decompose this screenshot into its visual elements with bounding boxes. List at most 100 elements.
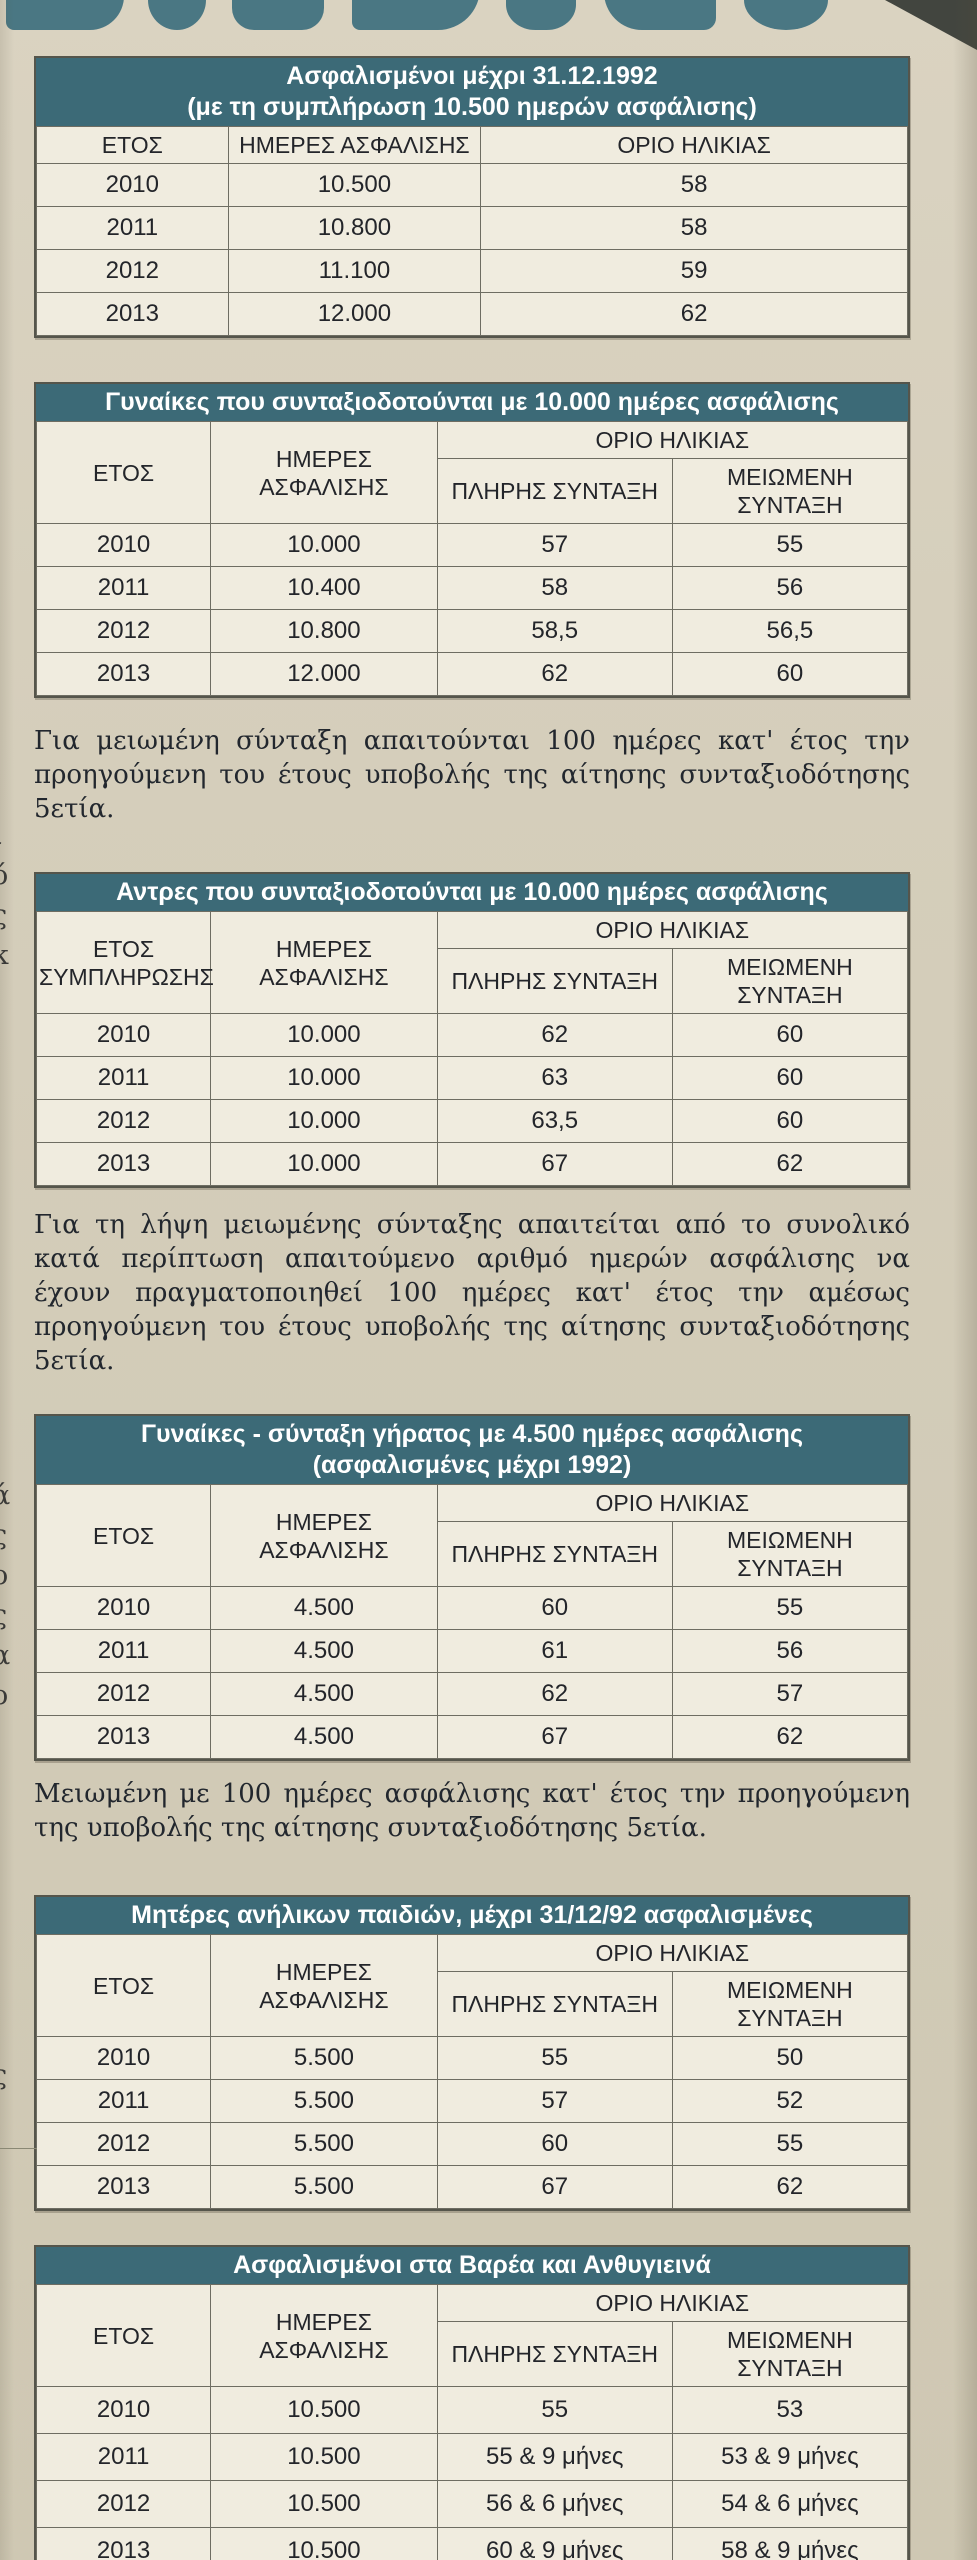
table-cell: 57 <box>436 523 673 567</box>
table-insured-until-1992: Ασφαλισμένοι μέχρι 31.12.1992 (με τη συμπ… <box>34 56 910 338</box>
table-cell: 54 & 6 μήνες <box>671 2480 909 2528</box>
table-cell: 4.500 <box>210 1715 438 1759</box>
table-cell: 2010 <box>36 163 229 207</box>
table-title: Αντρες που συνταξιοδοτούνται με 10.000 η… <box>36 874 908 911</box>
table-cell: 62 <box>671 1715 909 1759</box>
table-cell: 60 <box>671 1056 909 1100</box>
table-row: 2013 4.500 67 62 <box>35 1715 909 1759</box>
table-cell: 2013 <box>35 2165 212 2209</box>
table-cell: 58,5 <box>436 609 673 653</box>
table-row: 2013 5.500 67 62 <box>35 2165 909 2209</box>
header-cell: ΗΜΕΡΕΣ ΑΣΦΑΛΙΣΗΣ <box>210 2284 438 2387</box>
header-cell: ΗΜΕΡΕΣ ΑΣΦΑΛΙΣΗΣ <box>210 1484 438 1587</box>
table-cell: 10.500 <box>210 2527 438 2560</box>
table-row: 2012 10.500 56 & 6 μήνες 54 & 6 μήνες <box>35 2480 909 2528</box>
table-row: 2013 10.500 60 & 9 μήνες 58 & 9 μήνες <box>35 2527 909 2560</box>
table-cell: 58 & 9 μήνες <box>671 2527 909 2560</box>
table-cell: 12.000 <box>210 652 438 696</box>
table-row: 2010 10.000 62 60 <box>35 1013 909 1057</box>
table-cell: 2013 <box>36 292 229 336</box>
table-heavy-unhealthy-occupations: Ασφαλισμένοι στα Βαρέα και Ανθυγιεινά ΕΤΟ… <box>34 2245 910 2560</box>
margin-text-fragment: ι <box>0 820 3 851</box>
table-cell: 2011 <box>35 2079 212 2123</box>
table-row: 2011 5.500 57 52 <box>35 2079 909 2123</box>
headline-glyph-fragment <box>352 0 480 30</box>
table-title-line: Γυναίκες - σύνταξη γήρατος με 4.500 ημέρ… <box>141 1420 803 1448</box>
table-cell: 2013 <box>35 1715 212 1759</box>
table-row: 2011 10.000 63 60 <box>35 1056 909 1100</box>
table-cell: 56 <box>671 566 909 610</box>
table-mothers-minor-children: Μητέρες ανήλικων παιδιών, μέχρι 31/12/92… <box>34 1895 910 2211</box>
header-subcell: ΠΛΗΡΗΣ ΣΥΝΤΑΞΗ <box>436 1971 673 2037</box>
margin-text-fragment: α <box>0 1640 11 1671</box>
table-row: 2013 12.000 62 <box>36 292 908 336</box>
table-cell: 53 <box>671 2386 909 2434</box>
table-cell: 62 <box>480 292 908 336</box>
table-cell: 2010 <box>35 1586 212 1630</box>
table-cell: 10.000 <box>210 1056 438 1100</box>
table-cell: 55 <box>436 2386 673 2434</box>
table-cell: 2013 <box>35 2527 212 2560</box>
table-cell: 63,5 <box>436 1099 673 1143</box>
header-cell-age-limit: ΟΡΙΟ ΗΛΙΚΙΑΣ <box>436 1934 909 1972</box>
headline-glyph-fragment <box>744 0 828 30</box>
table-cell: 10.500 <box>227 163 482 207</box>
table-title-line: (ασφαλισμένες μέχρι 1992) <box>312 1451 632 1479</box>
table-cell: 55 <box>436 2036 673 2080</box>
table-cell: 53 & 9 μήνες <box>671 2433 909 2481</box>
header-cell: ΕΤΟΣ <box>35 1484 212 1587</box>
table-title-line: Ασφαλισμένοι μέχρι 31.12.1992 <box>286 62 658 90</box>
table-cell: 10.000 <box>210 1013 438 1057</box>
margin-text-fragment: ο <box>0 1560 9 1591</box>
headline-glyph-fragment <box>506 0 576 30</box>
margin-text-fragment: κ <box>0 940 9 971</box>
table-cell: 10.500 <box>210 2386 438 2434</box>
table-cell: 56,5 <box>671 609 909 653</box>
table-cell: 2012 <box>35 1672 212 1716</box>
table-cell: 10.400 <box>210 566 438 610</box>
table-title: Γυναίκες που συνταξιοδοτούνται με 10.000… <box>36 384 908 421</box>
headline-glyph-fragment <box>6 0 124 30</box>
table-row: 2011 10.800 58 <box>36 206 908 250</box>
table-title: Ασφαλισμένοι στα Βαρέα και Ανθυγιεινά <box>36 2247 908 2284</box>
data-table: ΕΤΟΣ ΗΜΕΡΕΣ ΑΣΦΑΛΙΣΗΣ ΟΡΙΟ ΗΛΙΚΙΑΣ ΠΛΗΡΗΣ Σ… <box>35 2284 909 2560</box>
table-cell: 12.000 <box>227 292 482 336</box>
table-cell: 2011 <box>35 1629 212 1673</box>
table-cell: 67 <box>436 1715 673 1759</box>
article-column: Ασφαλισμένοι μέχρι 31.12.1992 (με τη συμπ… <box>34 56 910 2560</box>
table-cell: 55 & 9 μήνες <box>436 2433 673 2481</box>
header-cell: ΕΤΟΣ <box>35 2284 212 2387</box>
table-title-line: Γυναίκες που συνταξιοδοτούνται με 10.000… <box>105 388 839 416</box>
table-cell: 5.500 <box>210 2122 438 2166</box>
table-cell: 55 <box>671 2122 909 2166</box>
table-cell: 2011 <box>35 1056 212 1100</box>
note-reduced-pension-women: Για μειωμένη σύνταξη απαιτούνται 100 ημέ… <box>34 726 910 824</box>
header-cell: ΗΜΕΡΕΣ ΑΣΦΑΛΙΣΗΣ <box>227 126 482 164</box>
header-subcell: ΜΕΙΩΜΕΝΗ ΣΥΝΤΑΞΗ <box>671 948 909 1014</box>
header-cell: ΟΡΙΟ ΗΛΙΚΙΑΣ <box>480 126 908 164</box>
table-cell: 56 <box>671 1629 909 1673</box>
table-row: 2010 5.500 55 50 <box>35 2036 909 2080</box>
header-cell: ΗΜΕΡΕΣ ΑΣΦΑΛΙΣΗΣ <box>210 911 438 1014</box>
table-cell: 2012 <box>35 1099 212 1143</box>
header-cell: ΗΜΕΡΕΣ ΑΣΦΑΛΙΣΗΣ <box>210 1934 438 2037</box>
table-cell: 56 & 6 μήνες <box>436 2480 673 2528</box>
table-cell: 58 <box>480 163 908 207</box>
table-cell: 2012 <box>35 2480 212 2528</box>
photo-fragment <box>0 2148 37 2560</box>
left-edge-shadow <box>0 0 14 2560</box>
header-subcell: ΠΛΗΡΗΣ ΣΥΝΤΑΞΗ <box>436 458 673 524</box>
table-cell: 2011 <box>36 206 229 250</box>
header-cell: ΗΜΕΡΕΣ ΑΣΦΑΛΙΣΗΣ <box>210 421 438 524</box>
table-cell: 5.500 <box>210 2165 438 2209</box>
table-cell: 11.100 <box>227 249 482 293</box>
header-subcell: ΠΛΗΡΗΣ ΣΥΝΤΑΞΗ <box>436 2321 673 2387</box>
table-cell: 60 <box>671 1013 909 1057</box>
table-cell: 63 <box>436 1056 673 1100</box>
table-cell: 2010 <box>35 1013 212 1057</box>
table-title: Γυναίκες - σύνταξη γήρατος με 4.500 ημέρ… <box>36 1416 908 1484</box>
headline-glyph-fragment <box>604 0 716 30</box>
margin-text-fragment: ς <box>0 1600 7 1631</box>
table-title-line: Αντρες που συνταξιοδοτούνται με 10.000 η… <box>116 878 828 906</box>
